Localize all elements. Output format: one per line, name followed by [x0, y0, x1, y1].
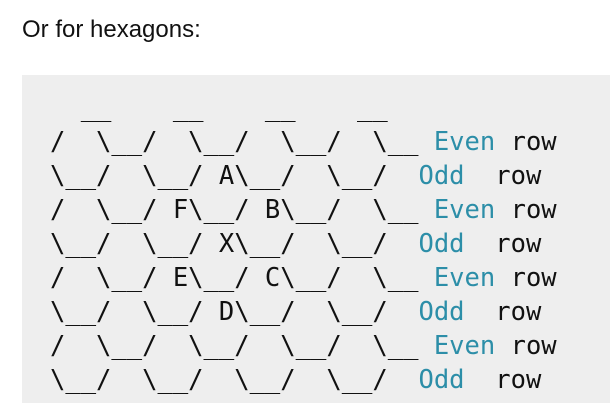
code-keyword: Odd: [418, 161, 465, 191]
code-art: / \__/ F\__/ B\__/ \__: [50, 195, 434, 225]
code-keyword: Even: [433, 331, 496, 361]
code-rest: row: [464, 161, 542, 191]
code-line: __ __ __ __: [50, 91, 557, 125]
code-art: \__/ \__/ A\__/ \__/: [50, 161, 419, 191]
code-line: / \__/ F\__/ B\__/ \__ Even row: [50, 193, 557, 227]
code-block: __ __ __ __ / \__/ \__/ \__/ \__ Even row…: [22, 75, 610, 403]
code-art: / \__/ E\__/ C\__/ \__: [50, 263, 434, 293]
code-line: \__/ \__/ \__/ \__/ Odd row: [50, 363, 557, 397]
code-art: / \__/ \__/ \__/ \__: [50, 127, 434, 157]
code-line: / \__/ E\__/ C\__/ \__ Even row: [50, 261, 557, 295]
code-art: \__/ \__/ D\__/ \__/: [50, 297, 419, 327]
code-keyword: Even: [433, 263, 496, 293]
intro-text: Or for hexagons:: [22, 16, 201, 43]
code-art: __ __ __ __: [50, 93, 388, 123]
code-keyword: Odd: [418, 365, 465, 395]
code-rest: row: [495, 195, 557, 225]
code-rest: row: [464, 229, 542, 259]
code-keyword: Odd: [418, 229, 465, 259]
code-rest: row: [495, 263, 557, 293]
hexagon-ascii-art: __ __ __ __ / \__/ \__/ \__/ \__ Even row…: [50, 91, 557, 397]
code-line: / \__/ \__/ \__/ \__ Even row: [50, 329, 557, 363]
code-keyword: Odd: [418, 297, 465, 327]
code-line: \__/ \__/ A\__/ \__/ Odd row: [50, 159, 557, 193]
code-rest: row: [495, 331, 557, 361]
code-line: \__/ \__/ X\__/ \__/ Odd row: [50, 227, 557, 261]
code-art: \__/ \__/ \__/ \__/: [50, 365, 419, 395]
code-rest: row: [464, 297, 542, 327]
code-rest: row: [495, 127, 557, 157]
code-line: / \__/ \__/ \__/ \__ Even row: [50, 125, 557, 159]
code-art: \__/ \__/ X\__/ \__/: [50, 229, 419, 259]
code-rest: row: [464, 365, 542, 395]
code-keyword: Even: [433, 195, 496, 225]
code-art: / \__/ \__/ \__/ \__: [50, 331, 434, 361]
code-line: \__/ \__/ D\__/ \__/ Odd row: [50, 295, 557, 329]
code-keyword: Even: [433, 127, 496, 157]
